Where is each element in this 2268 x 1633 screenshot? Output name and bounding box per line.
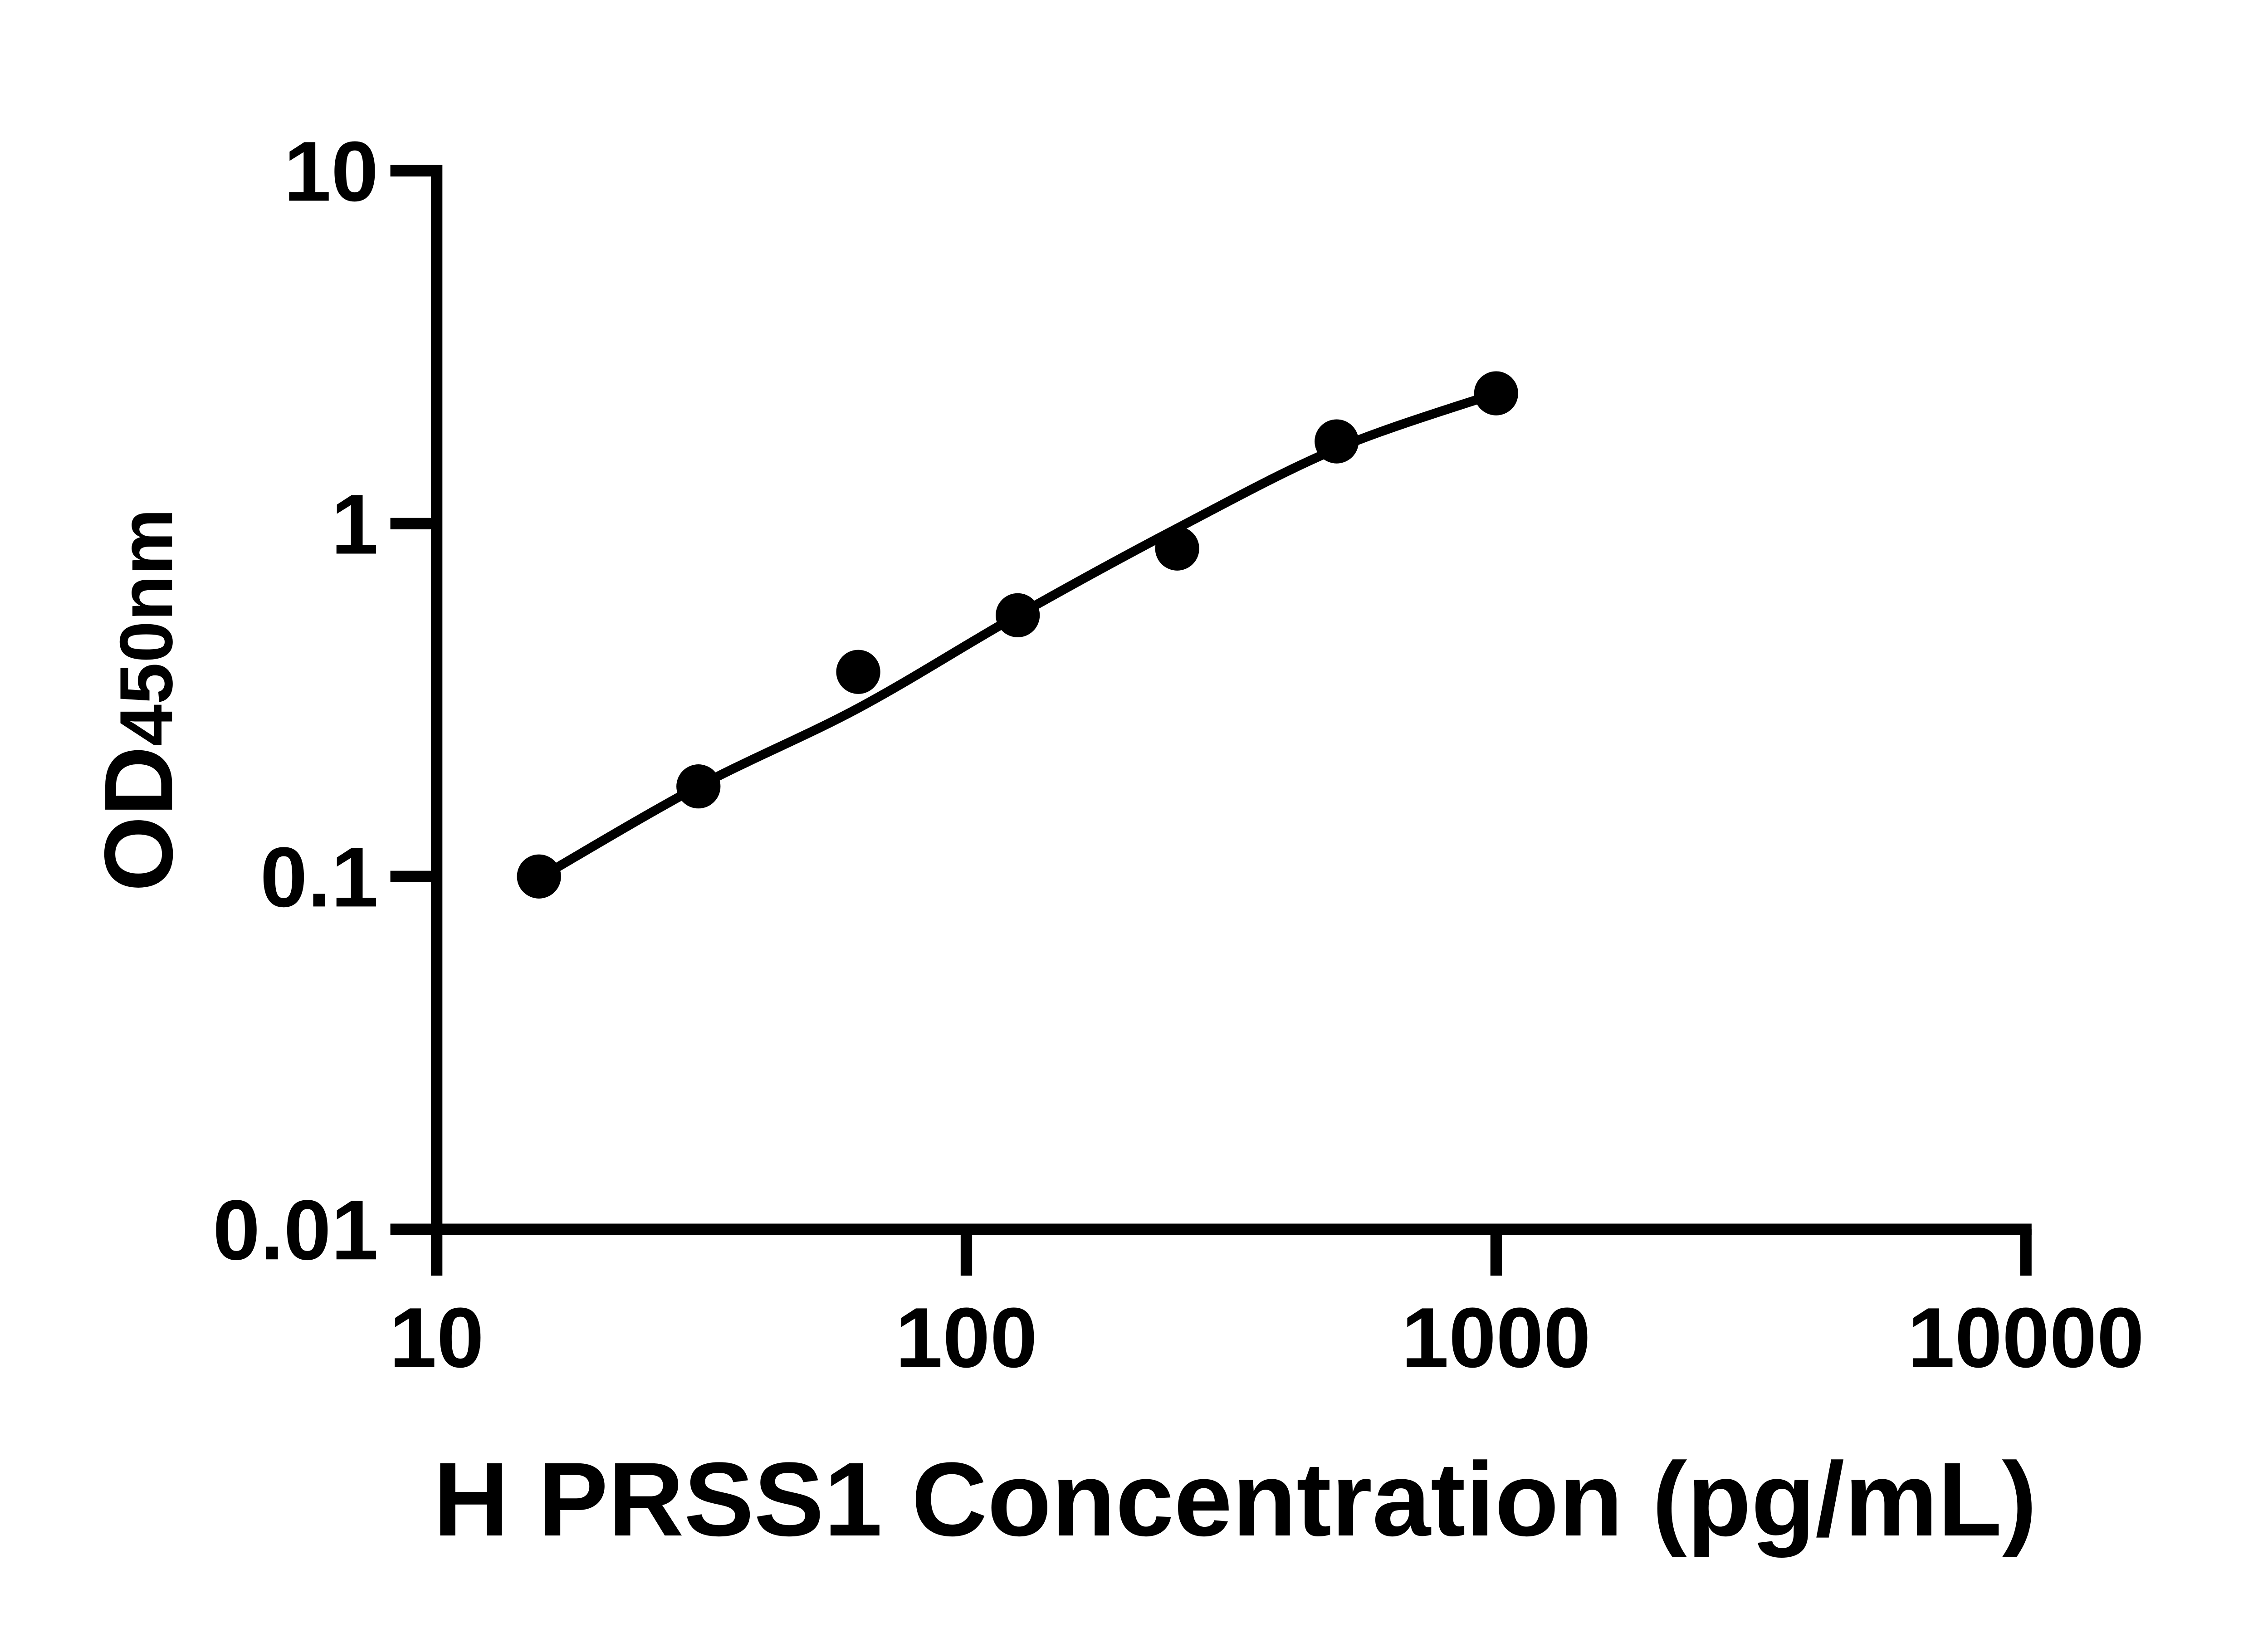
y-axis-title: OD450nm <box>84 508 193 892</box>
data-point-marker <box>836 650 880 694</box>
data-point-marker <box>1315 419 1359 464</box>
x-axis-title: H PRSS1 Concentration (pg/mL) <box>433 1441 2037 1558</box>
y-tick-label: 0.01 <box>213 1182 378 1277</box>
y-axis-title-subscript: 450nm <box>104 508 188 746</box>
y-axis-title-main: OD <box>84 746 193 892</box>
y-axis-line <box>390 165 443 1230</box>
y-tick-label: 1 <box>331 476 378 572</box>
data-point-marker <box>1155 526 1199 571</box>
data-point-marker <box>1474 371 1518 416</box>
y-tick-label: 0.1 <box>260 829 378 924</box>
data-point-marker <box>996 593 1040 637</box>
data-point-marker <box>676 764 721 809</box>
x-tick-label: 1000 <box>1402 1290 1591 1385</box>
y-tick-label: 10 <box>284 124 379 219</box>
data-point-marker <box>517 854 561 899</box>
axes <box>390 165 2032 1235</box>
x-tick-label: 100 <box>895 1290 1037 1385</box>
x-tick-label: 10000 <box>1907 1290 2144 1385</box>
axis-ticks <box>390 518 2032 1276</box>
x-tick-label: 10 <box>389 1290 484 1385</box>
data-points <box>517 371 1518 899</box>
